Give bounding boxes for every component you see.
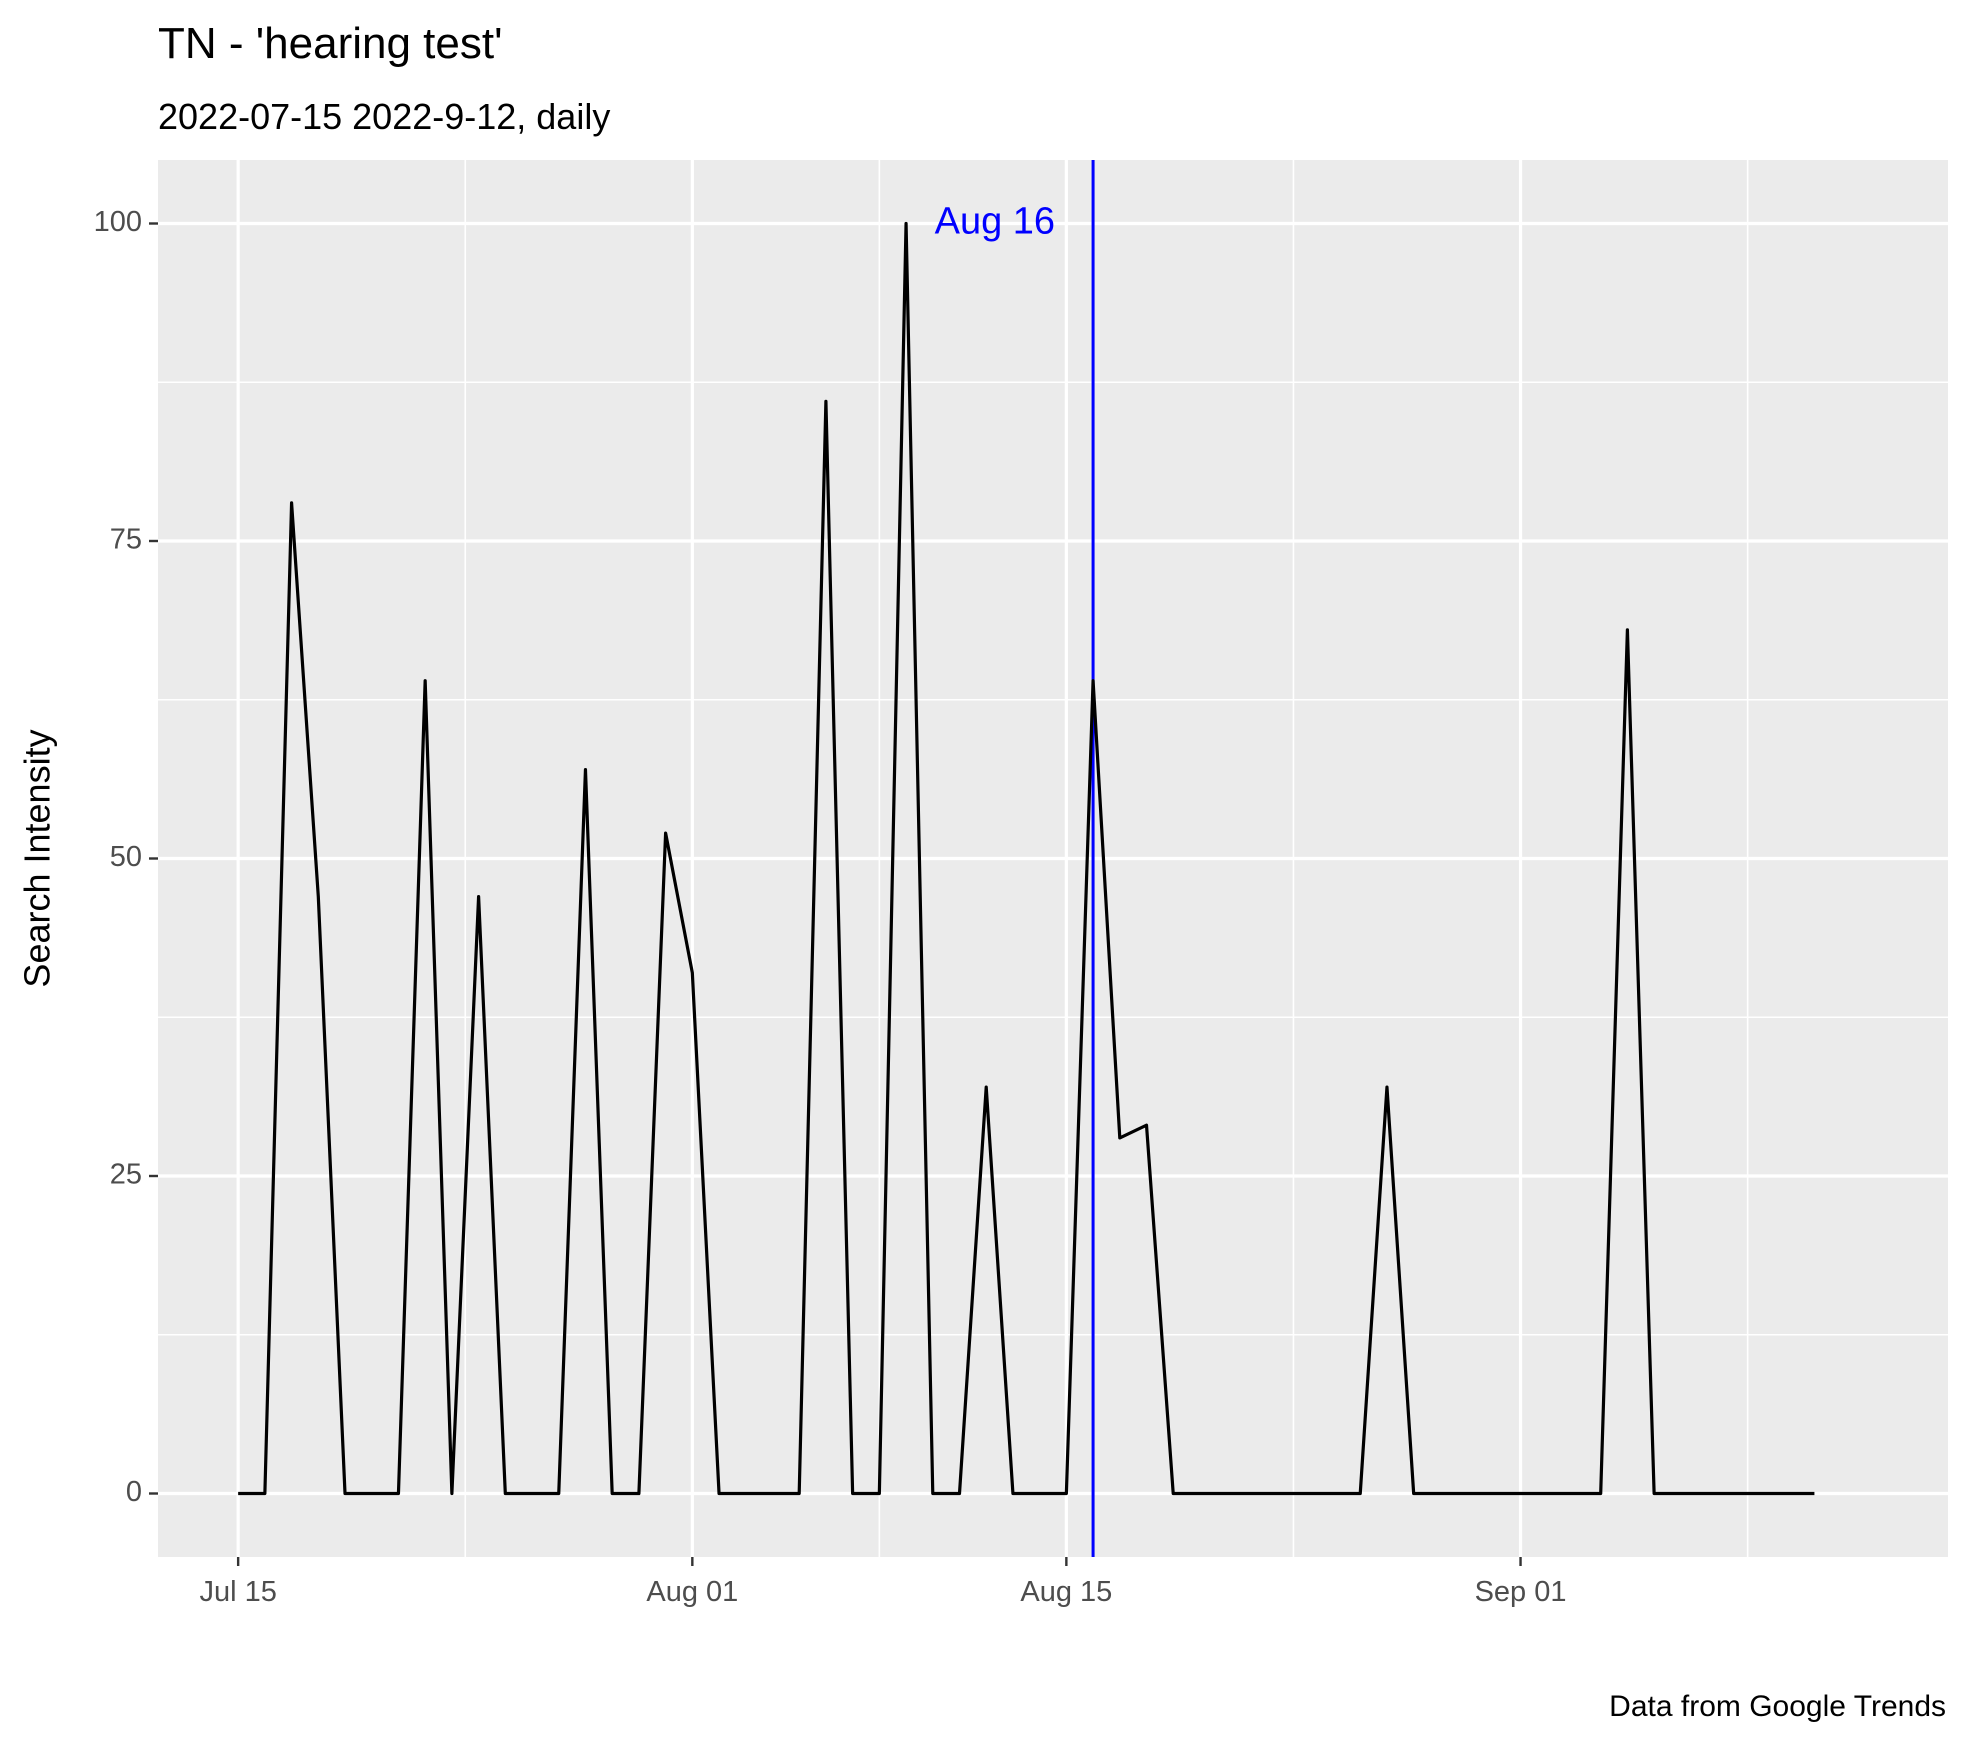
- y-tick-label: 75: [110, 524, 142, 556]
- series-line: [238, 221, 1815, 1496]
- chart-caption: Data from Google Trends: [1609, 1690, 1946, 1723]
- x-tick-label: Jul 15: [199, 1576, 276, 1608]
- reference-line-label: Aug 16: [935, 201, 1055, 243]
- chart-subtitle: 2022-07-15 2022-9-12, daily: [158, 96, 610, 137]
- grid-major: [158, 160, 1948, 1557]
- y-tick-label: 50: [110, 841, 142, 873]
- y-axis-title: Search Intensity: [17, 729, 58, 987]
- chart-title: TN - 'hearing test': [158, 19, 502, 68]
- x-tick-label: Sep 01: [1475, 1576, 1567, 1608]
- x-tick-label: Aug 15: [1020, 1576, 1112, 1608]
- y-axis: 0 25 50 75 100: [94, 206, 158, 1508]
- y-tick-label: 0: [126, 1476, 142, 1508]
- y-tick-label: 100: [94, 206, 142, 238]
- y-tick-label: 25: [110, 1159, 142, 1191]
- x-axis: Jul 15 Aug 01 Aug 15 Sep 01: [199, 1557, 1566, 1608]
- x-tick-label: Aug 01: [646, 1576, 738, 1608]
